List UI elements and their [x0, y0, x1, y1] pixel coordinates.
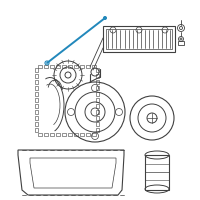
Bar: [68, 133, 72, 136]
Bar: [96, 116, 99, 120]
Bar: [80, 65, 84, 68]
Bar: [92, 133, 96, 136]
Bar: [35, 86, 38, 90]
Bar: [35, 92, 38, 96]
Bar: [80, 133, 84, 136]
Bar: [92, 65, 96, 68]
Bar: [35, 98, 38, 102]
Bar: [178, 41, 184, 45]
Bar: [35, 110, 38, 114]
Bar: [96, 122, 99, 126]
Bar: [35, 116, 38, 120]
Bar: [96, 98, 99, 102]
Bar: [38, 133, 42, 136]
Bar: [56, 65, 60, 68]
Bar: [62, 65, 66, 68]
Bar: [35, 128, 38, 132]
Bar: [96, 128, 99, 132]
Circle shape: [104, 17, 106, 20]
Bar: [74, 65, 78, 68]
Bar: [96, 92, 99, 96]
Bar: [35, 74, 38, 78]
Bar: [35, 80, 38, 84]
Bar: [74, 133, 78, 136]
Bar: [145, 155, 169, 190]
Bar: [44, 133, 48, 136]
Bar: [96, 80, 99, 84]
Bar: [38, 65, 42, 68]
Bar: [96, 86, 99, 90]
Bar: [62, 133, 66, 136]
Bar: [103, 26, 175, 52]
Bar: [96, 74, 99, 78]
Bar: [68, 65, 72, 68]
Bar: [50, 65, 54, 68]
Bar: [44, 65, 48, 68]
Bar: [35, 68, 38, 72]
Bar: [56, 133, 60, 136]
Bar: [106, 29, 172, 49]
Bar: [96, 68, 99, 72]
Bar: [35, 122, 38, 126]
Bar: [96, 104, 99, 108]
Bar: [35, 104, 38, 108]
Bar: [96, 110, 99, 114]
Bar: [86, 133, 90, 136]
Bar: [50, 133, 54, 136]
Bar: [86, 65, 90, 68]
